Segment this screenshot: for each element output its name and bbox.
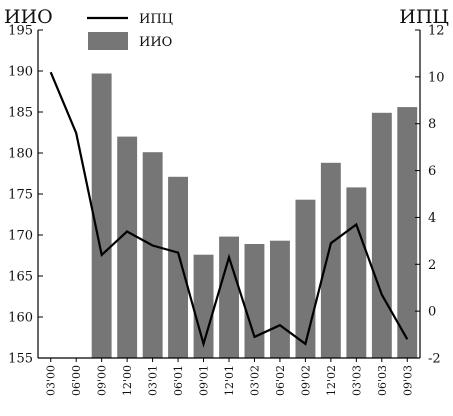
bar xyxy=(168,176,188,358)
left-tick-label: 195 xyxy=(8,24,33,39)
legend-line-label: ИПЦ xyxy=(139,12,173,27)
x-tick-label: 03'01 xyxy=(147,365,160,396)
x-tick-label: 09'00 xyxy=(96,365,109,396)
x-tick-label: 03'03 xyxy=(350,365,363,396)
bar xyxy=(295,199,316,358)
left-tick-label: 180 xyxy=(8,147,33,162)
left-tick-label: 165 xyxy=(8,270,33,285)
bar xyxy=(142,152,163,358)
legend-bar-swatch xyxy=(88,32,128,50)
x-tick-label: 12'01 xyxy=(223,365,236,396)
legend: ИПЦ ИИО xyxy=(87,12,173,50)
x-tick-label: 03'02 xyxy=(248,365,261,396)
bar xyxy=(270,240,290,358)
bar xyxy=(244,244,265,358)
left-tick-label: 185 xyxy=(8,106,33,121)
x-tick-label: 09'03 xyxy=(401,365,414,396)
bar xyxy=(371,112,392,358)
right-tick-label: 10 xyxy=(428,70,445,85)
x-tick-label: 06'01 xyxy=(172,365,185,396)
left-tick-label: 155 xyxy=(8,352,33,367)
left-tick-label: 190 xyxy=(8,65,33,80)
x-tick-label: 06'00 xyxy=(70,365,83,396)
right-tick-label: 6 xyxy=(428,164,436,179)
left-axis-title: ИИО xyxy=(4,6,53,28)
right-axis-title: ИПЦ xyxy=(399,6,449,28)
bar xyxy=(397,107,418,358)
right-tick-label: 2 xyxy=(428,258,436,273)
plot-area: 155 160 165 170 175 180 185 190 195 -2 0 2 4 6 8 10 12 03… xyxy=(8,24,444,397)
legend-bar-label: ИИО xyxy=(139,35,172,50)
x-tick-label: 12'00 xyxy=(121,365,134,396)
bar xyxy=(193,254,214,358)
x-tick-label: 09'02 xyxy=(299,365,312,396)
x-tick-label: 06'02 xyxy=(274,365,287,396)
bar xyxy=(91,73,112,358)
x-tick-label: 12'02 xyxy=(325,365,338,396)
right-tick-label: -2 xyxy=(428,352,441,367)
left-tick-label: 170 xyxy=(8,229,33,244)
bar xyxy=(219,236,239,358)
right-tick-label: 0 xyxy=(428,305,436,320)
right-tick-label: 12 xyxy=(428,24,445,39)
x-tick-label: 09'01 xyxy=(198,365,211,396)
x-tick-label: 06'03 xyxy=(376,365,389,396)
right-tick-label: 8 xyxy=(428,117,436,132)
bar xyxy=(117,136,138,358)
bar xyxy=(320,162,341,358)
left-tick-label: 160 xyxy=(8,311,33,326)
bar xyxy=(346,187,367,358)
left-tick-label: 175 xyxy=(8,188,33,203)
x-tick-label: 03'00 xyxy=(45,365,58,396)
right-tick-label: 4 xyxy=(428,211,436,226)
